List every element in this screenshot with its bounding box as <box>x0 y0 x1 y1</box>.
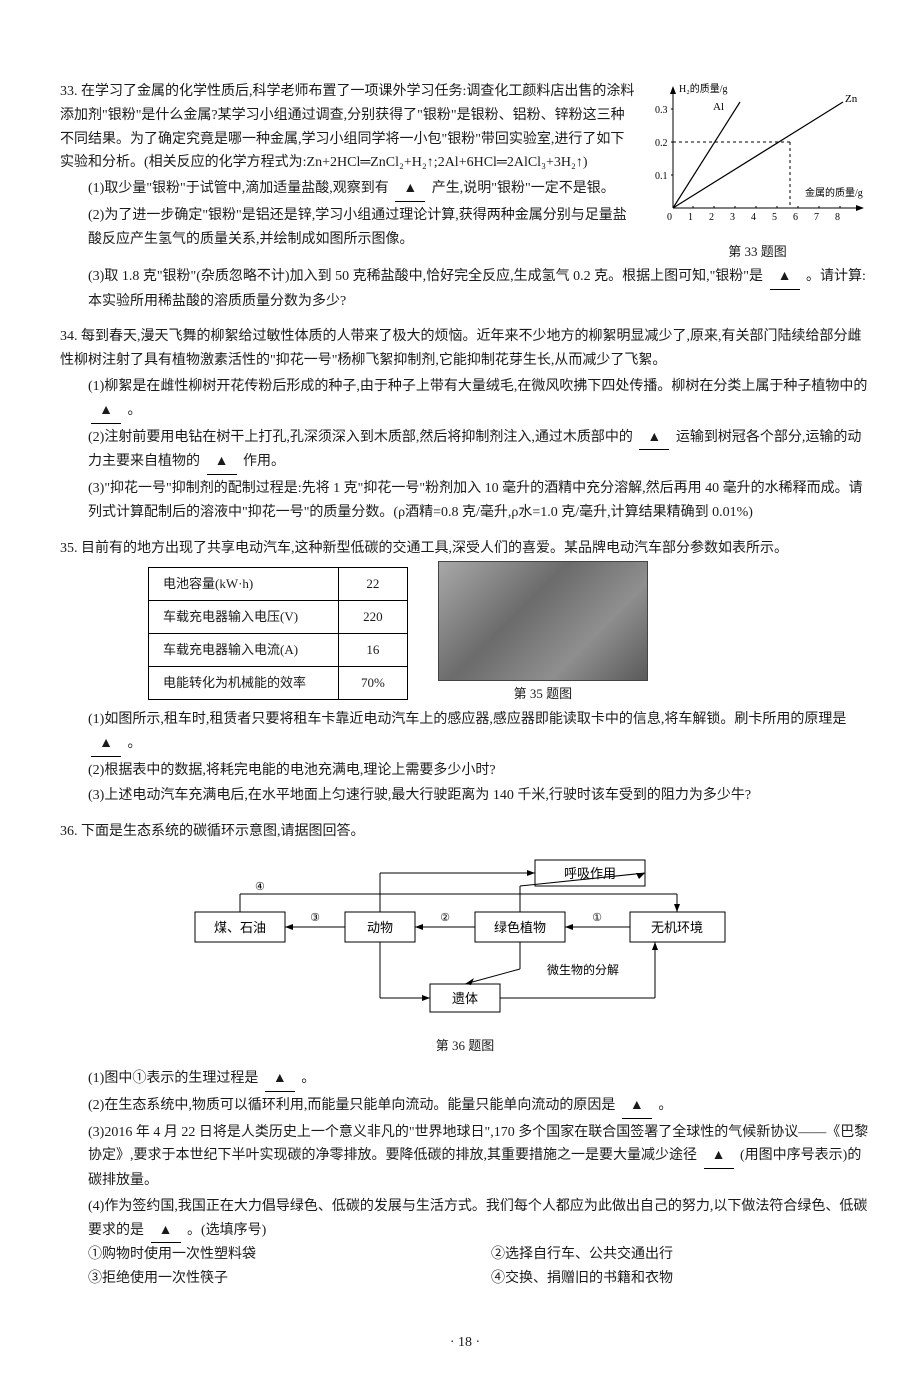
blank: ▲ <box>770 265 800 290</box>
q35-number: 35. <box>60 541 78 556</box>
blank: ▲ <box>91 732 121 757</box>
svg-text:动物: 动物 <box>367 920 393 935</box>
q34-sub2: (2)注射前要用电钻在树干上打孔,孔深须深入到木质部,然后将抑制剂注入,通过木质… <box>60 426 870 476</box>
q35-caption: 第 35 题图 <box>438 683 648 705</box>
svg-text:③: ③ <box>310 912 320 924</box>
question-35: 35. 目前有的地方出现了共享电动汽车,这种新型低碳的交通工具,深受人们的喜爱。… <box>60 537 870 808</box>
q36-diagram: 呼吸作用 煤、石油 动物 绿色植物 无机环境 遗体 ③ ② ① ④ <box>60 854 870 1057</box>
svg-text:无机环境: 无机环境 <box>651 920 703 935</box>
svg-text:0: 0 <box>667 212 672 223</box>
svg-text:煤、石油: 煤、石油 <box>214 920 266 935</box>
q36-sub2: (2)在生态系统中,物质可以循环利用,而能量只能单向流动。能量只能单向流动的原因… <box>60 1094 870 1119</box>
svg-text:Zn: Zn <box>845 93 858 105</box>
svg-text:7: 7 <box>814 212 819 223</box>
q33-number: 33. <box>60 84 78 99</box>
q33-sub3: (3)取 1.8 克"银粉"(杂质忽略不计)加入到 50 克稀盐酸中,恰好完全反… <box>60 265 870 314</box>
q33-sub1: (1)取少量"银粉"于试管中,滴加适量盐酸,观察到有 ▲ 产生,说明"银粉"一定… <box>60 177 637 202</box>
svg-text:5: 5 <box>772 212 777 223</box>
q33-intro: 在学习了金属的化学性质后,科学老师布置了一项课外学习任务:调查化工颜料店出售的涂… <box>60 84 634 170</box>
q36-sub4: (4)作为签约国,我国正在大力倡导绿色、低碳的发展与生活方式。我们每个人都应为此… <box>60 1195 870 1244</box>
q35-sub2: (2)根据表中的数据,将耗完电能的电池充满电,理论上需要多少小时? <box>60 759 870 783</box>
blank: ▲ <box>207 450 237 475</box>
option-item: ②选择自行车、公共交通出行 <box>491 1243 870 1267</box>
svg-text:0.2: 0.2 <box>655 138 668 149</box>
q36-number: 36. <box>60 824 78 839</box>
q33-chart: Al Zn 0.1 0.2 0.3 0 1 2 3 4 5 6 7 8 <box>645 80 870 263</box>
svg-text:②: ② <box>440 912 450 924</box>
q34-sub1: (1)柳絮是在雌性柳树开花传粉后形成的种子,由于种子上带有大量绒毛,在微风吹拂下… <box>60 375 870 424</box>
svg-text:微生物的分解: 微生物的分解 <box>547 962 619 977</box>
question-36: 36. 下面是生态系统的碳循环示意图,请据图回答。 呼吸作用 煤、石油 动物 绿… <box>60 820 870 1291</box>
blank: ▲ <box>91 399 121 424</box>
question-34: 34. 每到春天,漫天飞舞的柳絮给过敏性体质的人带来了极大的烦恼。近年来不少地方… <box>60 325 870 524</box>
q36-caption: 第 36 题图 <box>60 1035 870 1057</box>
blank: ▲ <box>639 426 669 451</box>
svg-text:遗体: 遗体 <box>452 991 478 1006</box>
q36-intro: 下面是生态系统的碳循环示意图,请据图回答。 <box>81 824 365 839</box>
svg-text:0.1: 0.1 <box>655 171 668 182</box>
table-row: 电能转化为机械能的效率70% <box>149 666 408 699</box>
q35-photo-box: 第 35 题图 <box>438 561 648 705</box>
flowchart-icon: 呼吸作用 煤、石油 动物 绿色植物 无机环境 遗体 ③ ② ① ④ <box>185 854 745 1024</box>
page-number: · 18 · <box>60 1331 870 1355</box>
blank: ▲ <box>395 177 425 202</box>
svg-text:④: ④ <box>255 881 265 893</box>
blank: ▲ <box>151 1219 181 1244</box>
svg-text:8: 8 <box>835 212 840 223</box>
option-item: ④交换、捐赠旧的书籍和衣物 <box>491 1267 870 1291</box>
table-row: 电池容量(kW·h)22 <box>149 567 408 600</box>
q35-intro: 目前有的地方出现了共享电动汽车,这种新型低碳的交通工具,深受人们的喜爱。某品牌电… <box>81 541 788 556</box>
svg-text:绿色植物: 绿色植物 <box>494 920 546 935</box>
q34-intro: 每到春天,漫天飞舞的柳絮给过敏性体质的人带来了极大的烦恼。近年来不少地方的柳絮明… <box>60 329 862 368</box>
option-item: ①购物时使用一次性塑料袋 <box>88 1243 467 1267</box>
q36-sub1: (1)图中①表示的生理过程是 ▲ 。 <box>60 1067 870 1092</box>
svg-text:6: 6 <box>793 212 798 223</box>
svg-text:4: 4 <box>751 212 756 223</box>
q35-sub3: (3)上述电动汽车充满电后,在水平地面上匀速行驶,最大行驶距离为 140 千米,… <box>60 784 870 808</box>
q34-sub3: (3)"抑花一号"抑制剂的配制过程是:先将 1 克"抑花一号"粉剂加入 10 毫… <box>60 477 870 525</box>
svg-text:Al: Al <box>713 101 724 113</box>
svg-text:①: ① <box>592 912 602 924</box>
svg-text:2: 2 <box>709 212 714 223</box>
svg-text:0.3: 0.3 <box>655 105 668 116</box>
q33-sub2: (2)为了进一步确定"银粉"是铝还是锌,学习小组通过理论计算,获得两种金属分别与… <box>60 204 637 252</box>
q33-chart-caption: 第 33 题图 <box>645 241 870 263</box>
blank: ▲ <box>622 1094 652 1119</box>
q35-table: 电池容量(kW·h)22 车载充电器输入电压(V)220 车载充电器输入电流(A… <box>148 567 408 700</box>
question-33: 33. 在学习了金属的化学性质后,科学老师布置了一项课外学习任务:调查化工颜料店… <box>60 80 870 313</box>
svg-text:H₂的质量/g: H₂的质量/g <box>679 82 728 95</box>
blank: ▲ <box>265 1067 295 1092</box>
q35-sub1: (1)如图所示,租车时,租赁者只要将租车卡靠近电动汽车上的感应器,感应器即能读取… <box>60 708 870 757</box>
svg-text:3: 3 <box>730 212 735 223</box>
table-row: 车载充电器输入电压(V)220 <box>149 600 408 633</box>
q34-number: 34. <box>60 329 78 344</box>
option-item: ③拒绝使用一次性筷子 <box>88 1267 467 1291</box>
line-chart-icon: Al Zn 0.1 0.2 0.3 0 1 2 3 4 5 6 7 8 <box>645 80 870 230</box>
car-photo-icon <box>438 561 648 681</box>
svg-text:1: 1 <box>688 212 693 223</box>
svg-text:金属的质量/g: 金属的质量/g <box>805 186 863 199</box>
q36-options: ①购物时使用一次性塑料袋 ②选择自行车、公共交通出行 ③拒绝使用一次性筷子 ④交… <box>60 1243 870 1291</box>
table-row: 车载充电器输入电流(A)16 <box>149 633 408 666</box>
q36-sub3: (3)2016 年 4 月 22 日将是人类历史上一个意义非凡的"世界地球日",… <box>60 1121 870 1193</box>
blank: ▲ <box>704 1144 734 1169</box>
